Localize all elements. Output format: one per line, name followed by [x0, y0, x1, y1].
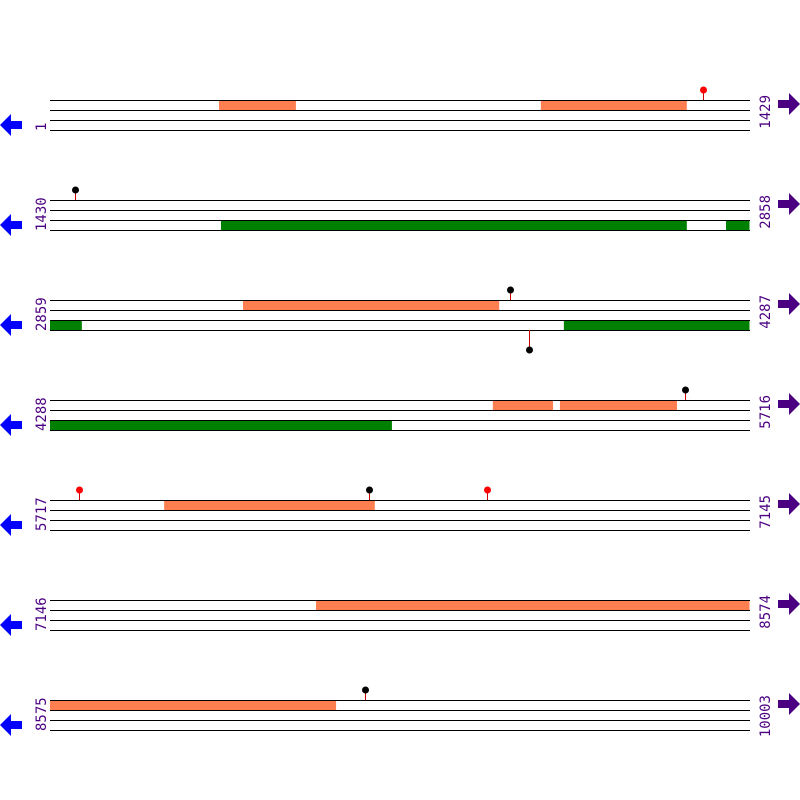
orange-feature [540, 100, 687, 110]
marker-dot [76, 486, 83, 494]
end-position-label: 7145 [758, 495, 774, 529]
arrow-right-icon[interactable] [778, 93, 800, 115]
arrow-left-icon[interactable] [0, 114, 22, 136]
marker-dot [366, 486, 373, 494]
arrow-right-icon[interactable] [778, 293, 800, 315]
map-row: 5717 7145 [0, 486, 800, 536]
arrow-right-icon[interactable] [778, 693, 800, 715]
orange-feature [243, 300, 500, 310]
arrow-left-icon[interactable] [0, 214, 22, 236]
orange-feature [315, 600, 750, 610]
orange-feature [559, 400, 678, 410]
green-feature [563, 320, 750, 330]
green-feature [50, 420, 392, 430]
start-position-label: 2859 [34, 297, 50, 331]
orange-feature [164, 500, 375, 510]
end-position-label: 2858 [758, 195, 774, 229]
arrow-right-icon[interactable] [778, 493, 800, 515]
map-row: 8575 10003 [0, 686, 800, 737]
green-feature [220, 220, 687, 230]
arrow-left-icon[interactable] [0, 314, 22, 336]
start-position-label: 4288 [34, 397, 50, 431]
arrow-left-icon[interactable] [0, 514, 22, 536]
orange-feature [492, 400, 554, 410]
start-position-label: 5717 [34, 497, 50, 531]
arrow-left-icon[interactable] [0, 714, 22, 736]
marker-dot [72, 186, 79, 194]
arrow-right-icon[interactable] [778, 193, 800, 215]
arrow-right-icon[interactable] [778, 593, 800, 615]
marker-dot [362, 686, 369, 694]
start-position-label: 8575 [34, 697, 50, 731]
marker-dot [526, 346, 533, 354]
orange-feature [50, 700, 337, 710]
arrow-left-icon[interactable] [0, 414, 22, 436]
start-position-label: 1430 [34, 197, 50, 231]
map-row: 4288 5716 [0, 386, 800, 436]
orange-feature [218, 100, 296, 110]
map-row: 1430 2858 [0, 186, 800, 236]
end-position-label: 10003 [758, 695, 774, 737]
marker-dot [682, 386, 689, 394]
arrow-right-icon[interactable] [778, 393, 800, 415]
marker-dot [700, 86, 707, 94]
map-row: 7146 8574 [0, 593, 800, 636]
marker-dot [484, 486, 491, 494]
arrow-left-icon[interactable] [0, 614, 22, 636]
map-row: 1 1429 [0, 86, 800, 136]
green-feature [725, 220, 750, 230]
marker-dot [507, 286, 514, 294]
end-position-label: 5716 [758, 395, 774, 429]
start-position-label: 1 [34, 123, 50, 131]
green-feature [50, 320, 82, 330]
start-position-label: 7146 [34, 597, 50, 631]
end-position-label: 4287 [758, 295, 774, 329]
end-position-label: 8574 [758, 595, 774, 629]
map-row: 2859 4287 [0, 286, 800, 354]
end-position-label: 1429 [758, 95, 774, 129]
